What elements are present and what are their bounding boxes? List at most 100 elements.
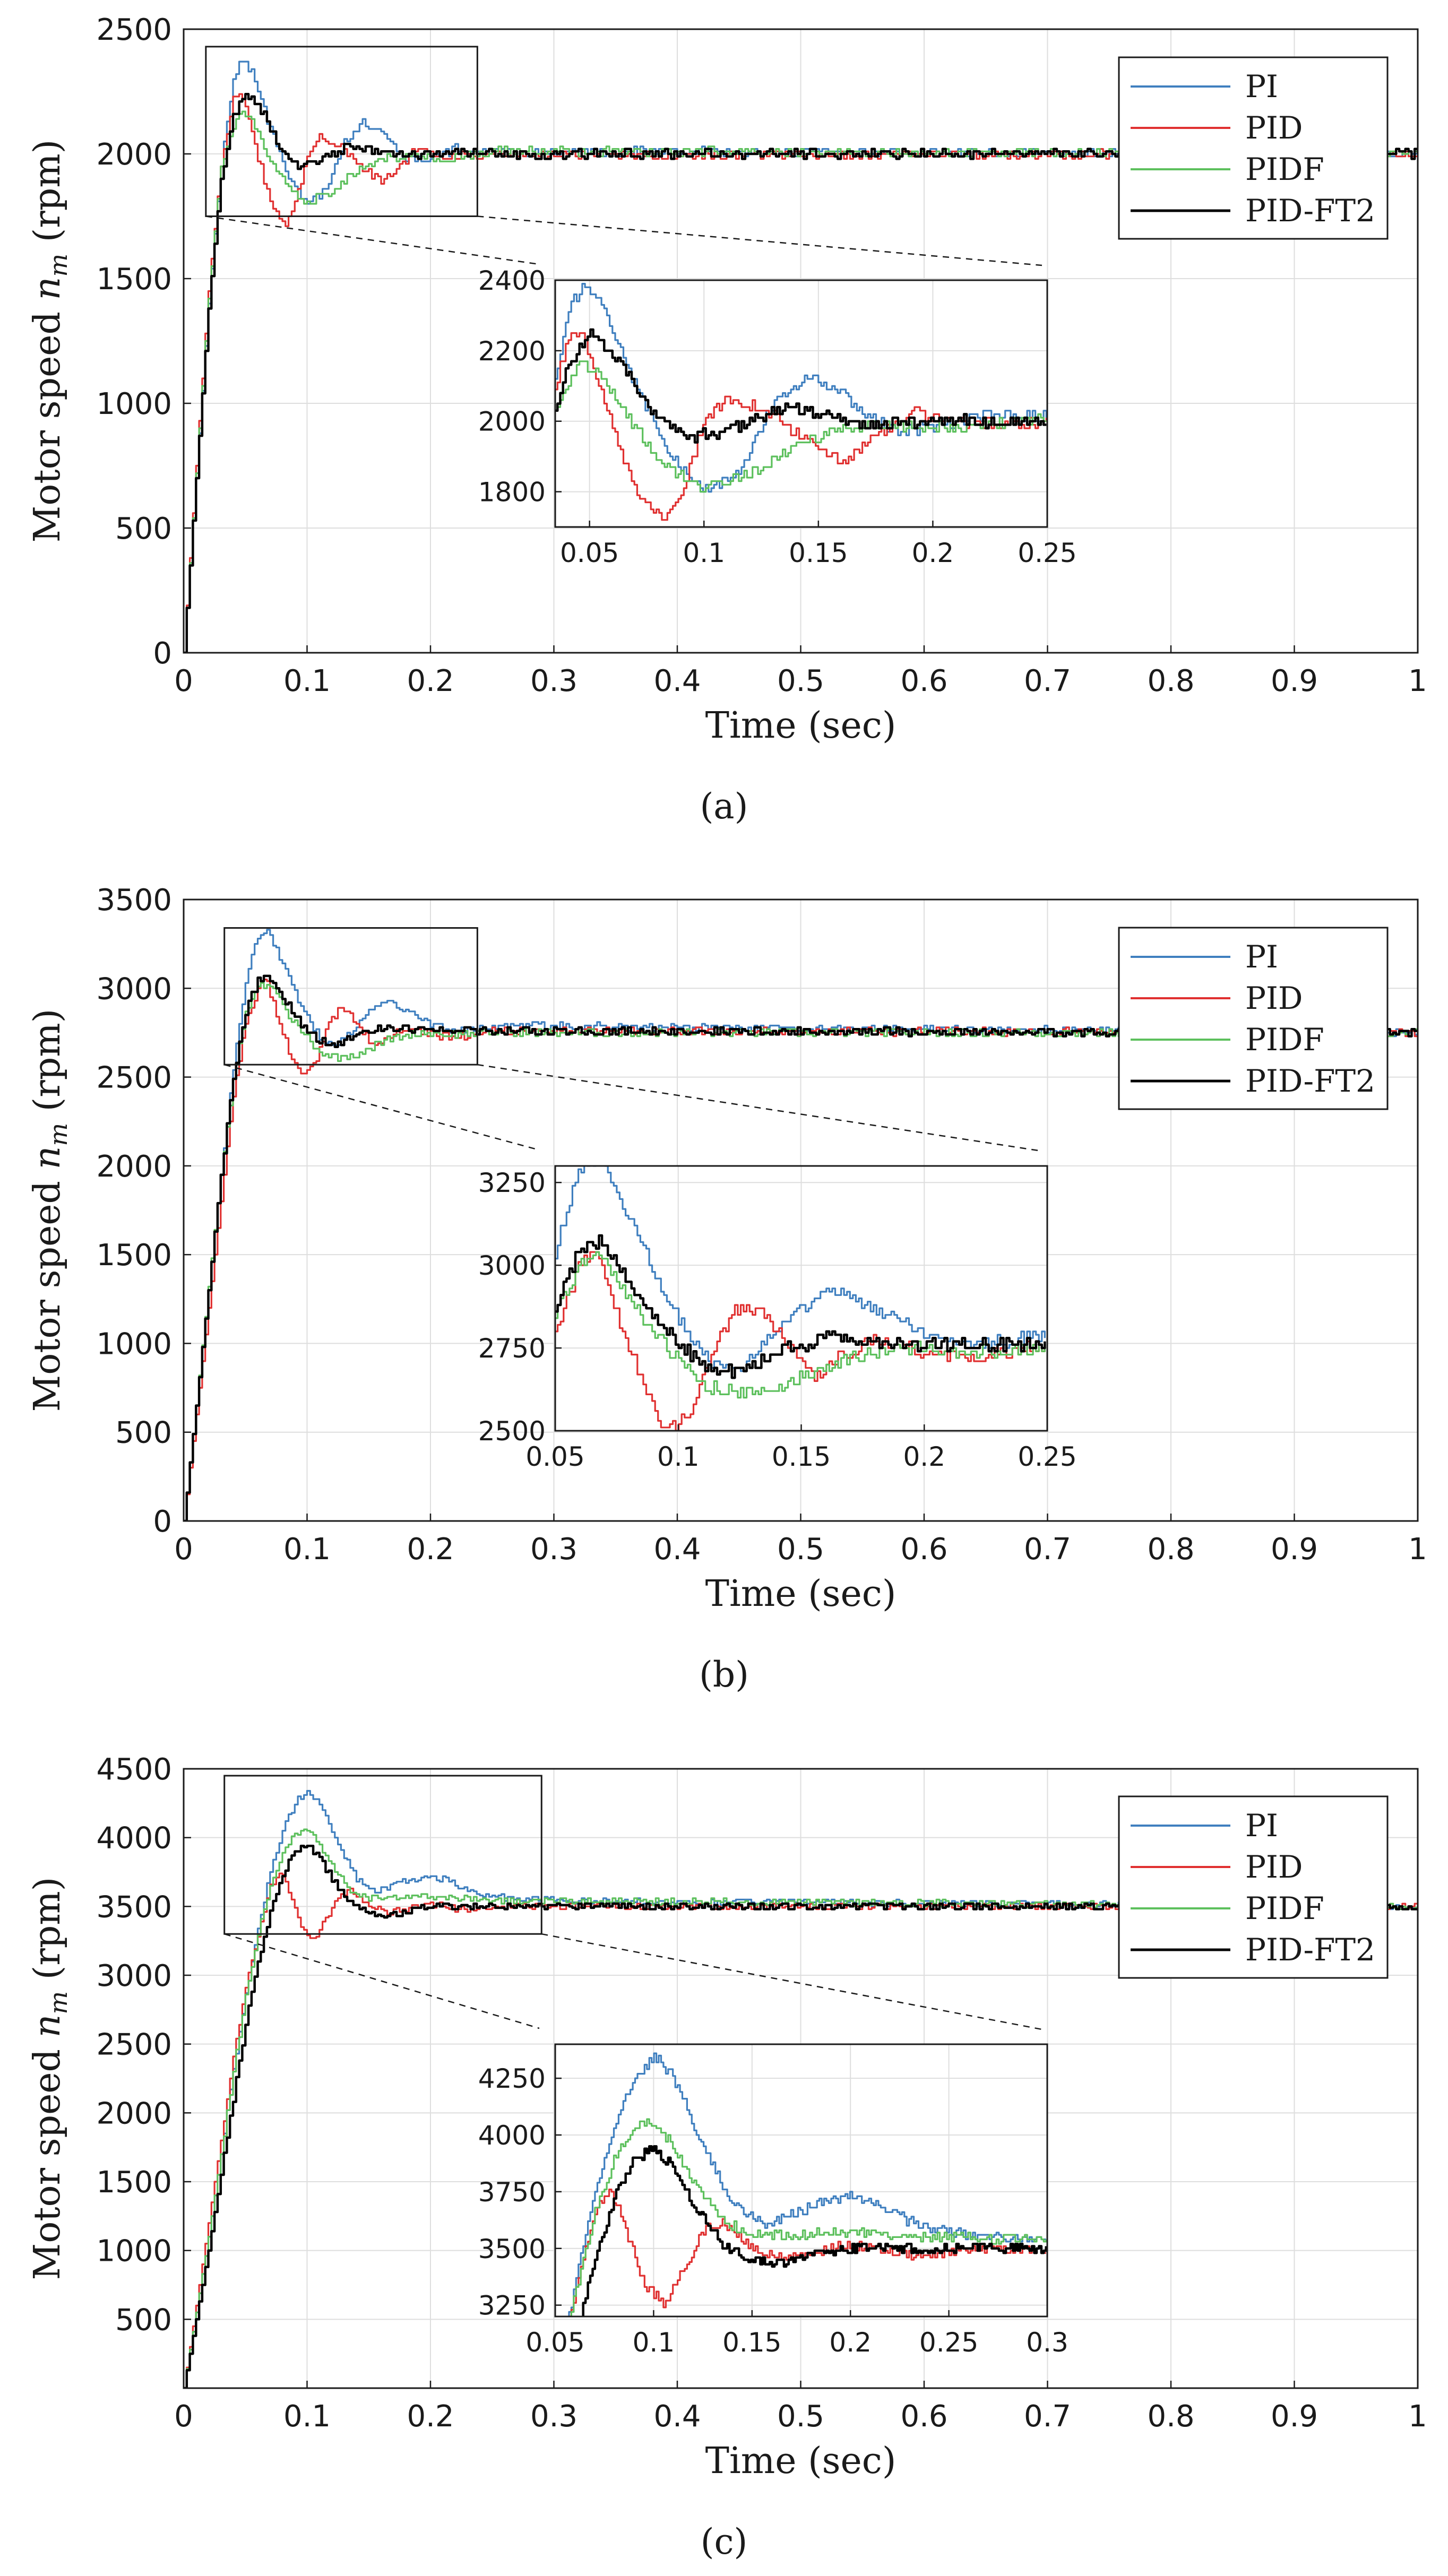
inset-y-tick-label: 2400: [478, 265, 546, 296]
inset-frame: [554, 279, 1048, 528]
chart-panel-3: 0 0.1 0.2 0.3 0.4 0.5 0.6 0.7 0.8 0.9 150010001500…: [27, 1752, 1427, 2562]
y-tick-label: 1500: [96, 2165, 172, 2200]
x-tick-label: 0.9: [1271, 664, 1318, 698]
legend: PI PID PIDF PID-FT2: [1118, 56, 1389, 240]
legend-label: PID: [1245, 110, 1303, 146]
y-tick-label: 1000: [96, 387, 172, 421]
zoom-connector-left: [205, 215, 540, 265]
y-tick-label: 0: [153, 1505, 172, 1539]
inset-series-line-pidf: [555, 1251, 1046, 1399]
y-tick-label: 3000: [96, 972, 172, 1006]
x-tick-label: 0.4: [653, 1532, 701, 1567]
inset-x-tick-label: 0.25: [1018, 1441, 1076, 1472]
y-tick-label: 4000: [96, 1821, 172, 1856]
x-tick-label: 0.5: [777, 2399, 824, 2434]
legend-label: PI: [1245, 939, 1278, 975]
zoom-connector-right: [541, 1933, 1042, 2030]
x-tick-label: 1: [1408, 664, 1427, 698]
x-tick-label: 1: [1408, 1532, 1427, 1567]
y-tick-label: 1000: [96, 1327, 172, 1361]
x-tick-label: 0.6: [900, 664, 947, 698]
inset-series-line-pid-ft2: [582, 2145, 1047, 2316]
x-tick-label: 0.7: [1024, 2399, 1071, 2434]
inset-y-tick-label: 2500: [478, 1416, 546, 1447]
inset-y-tick-label: 2750: [478, 1333, 546, 1364]
inset-series-line-pidf: [555, 360, 1047, 493]
x-tick-label: 0.7: [1024, 664, 1071, 698]
x-tick-label: 0.5: [777, 1532, 824, 1567]
y-tick-label: 3500: [96, 883, 172, 918]
inset-x-tick-label: 0.1: [657, 1441, 700, 1472]
y-tick-label: 2500: [96, 2028, 172, 2062]
inset-y-tick-label: 3750: [478, 2177, 546, 2208]
inset-background: [555, 2044, 1047, 2316]
x-tick-label: 0.9: [1271, 2399, 1318, 2434]
inset-chart: 0.05 0.1 0.15 0.2 0.25 1800 2000 2200 2400: [478, 265, 1077, 568]
inset-x-tick-label: 0.3: [1026, 2327, 1068, 2358]
x-tick-label: 0.3: [530, 664, 578, 698]
inset-frame: [554, 2043, 1048, 2318]
inset-y-tick-label: 3250: [478, 1168, 546, 1198]
y-axis-title-prefix: Motor speed: [27, 1169, 68, 1412]
y-axis-title-subscript: m: [44, 1123, 73, 1146]
y-axis-title-symbol: n: [27, 2015, 68, 2038]
x-tick-label: 0: [174, 664, 193, 698]
y-tick-label: 2500: [96, 1061, 172, 1095]
zoom-region-box: [205, 46, 478, 218]
inset-x-tick-label: 0.15: [789, 538, 848, 568]
inset-y-tick-label: 3250: [478, 2290, 546, 2321]
x-tick-label: 1: [1408, 2399, 1427, 2434]
x-tick-label: 0: [174, 1532, 193, 1567]
inset-x-tick-label: 0.15: [772, 1441, 831, 1472]
x-tick-label: 0.6: [900, 1532, 947, 1567]
x-tick-label: 0.1: [283, 1532, 331, 1567]
x-tick-label: 0.6: [900, 2399, 947, 2434]
inset-x-tick-label: 0.05: [525, 1441, 584, 1472]
inset-x-tick-label: 0.2: [903, 1441, 945, 1472]
zoom-connector-right: [477, 1064, 1042, 1152]
y-axis-title: Motor speed nm (rpm): [27, 140, 73, 543]
x-tick-label: 0.4: [653, 2399, 701, 2434]
figure-caption: (a): [700, 786, 748, 827]
y-tick-label: 1000: [96, 2234, 172, 2269]
legend-label: PID-FT2: [1245, 1063, 1375, 1099]
x-tick-label: 0.7: [1024, 1532, 1071, 1567]
x-tick-label: 0: [174, 2399, 193, 2434]
inset-series-line-pi: [568, 2052, 1046, 2316]
x-tick-label: 0.8: [1147, 664, 1194, 698]
inset-x-tick-label: 0.25: [919, 2327, 978, 2358]
zoom-region-box: [223, 1775, 542, 1935]
y-tick-label: 1500: [96, 1238, 172, 1273]
y-axis-title-symbol: n: [27, 277, 68, 300]
y-axis-title-subscript: m: [44, 1991, 73, 2015]
inset-series-group: [555, 1166, 1046, 1431]
inset-chart: 0.05 0.1 0.15 0.2 0.25 0.3 3250 3500 3750 4000 425…: [478, 2043, 1068, 2358]
x-tick-label: 0.2: [407, 664, 454, 698]
chart-panel-1: 0 0.1 0.2 0.3 0.4 0.5 0.6 0.7 0.8 0.9 1 0 500 1000 150…: [27, 13, 1427, 827]
y-tick-label: 2500: [96, 13, 172, 47]
y-tick-label: 2000: [96, 1149, 172, 1184]
y-tick-label: 2000: [96, 2096, 172, 2131]
legend-label: PI: [1245, 68, 1278, 105]
y-axis-title-suffix: (rpm): [27, 1877, 68, 1991]
chart-panel-2: 0 0.1 0.2 0.3 0.4 0.5 0.6 0.7 0.8 0.9 1 0 500 1000 150…: [27, 883, 1427, 1695]
legend: PI PID PIDF PID-FT2: [1118, 927, 1389, 1110]
legend-label: PI: [1245, 1808, 1278, 1844]
y-axis-title-suffix: (rpm): [27, 1009, 68, 1123]
y-tick-label: 2000: [96, 137, 172, 172]
x-tick-label: 0.3: [530, 1532, 578, 1567]
inset-y-tick-label: 2200: [478, 336, 546, 367]
y-tick-label: 3500: [96, 1890, 172, 1924]
x-tick-label: 0.4: [653, 664, 701, 698]
x-tick-label: 0.1: [283, 664, 331, 698]
x-tick-label: 0.5: [777, 664, 824, 698]
inset-series-group: [568, 2052, 1047, 2316]
inset-x-tick-label: 0.2: [829, 2327, 872, 2358]
x-tick-label: 0.2: [407, 2399, 454, 2434]
y-tick-label: 4500: [96, 1752, 172, 1787]
zoom-connector-left: [224, 1064, 540, 1151]
inset-y-tick-label: 4250: [478, 2063, 546, 2094]
y-tick-label: 1500: [96, 262, 172, 297]
inset-series-line-pi: [555, 283, 1047, 493]
